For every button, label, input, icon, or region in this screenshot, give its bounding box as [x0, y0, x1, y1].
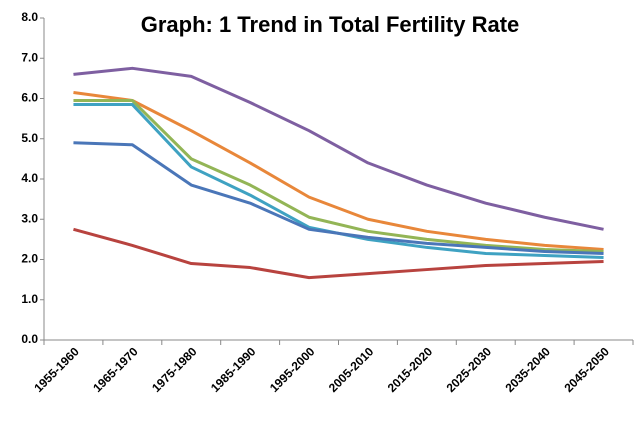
series-line [73, 99, 604, 253]
x-tick-label: 1965-1970 [90, 344, 141, 395]
y-tick-label: 6.0 [21, 91, 38, 105]
y-tick-label: 8.0 [21, 10, 38, 24]
x-tick-label: 2035-2040 [503, 344, 554, 395]
y-tick-label: 4.0 [21, 171, 38, 185]
x-tick-label: 1975-1980 [149, 344, 200, 395]
x-tick-label: 2015-2020 [385, 344, 436, 395]
y-tick-label: 2.0 [21, 252, 38, 266]
x-tick-label: 2045-2050 [561, 344, 612, 395]
series-line [73, 90, 604, 251]
x-tick-label: 2005-2010 [326, 344, 377, 395]
y-tick-label: 5.0 [21, 131, 38, 145]
series-line [73, 227, 604, 280]
x-tick-label: 1955-1960 [31, 344, 82, 395]
series-line [73, 141, 604, 255]
y-tick-label: 1.0 [21, 292, 38, 306]
x-tick-label: 1995-2000 [267, 344, 318, 395]
chart-title: Graph: 1 Trend in Total Fertility Rate [141, 12, 520, 37]
x-tick-label: 2025-2030 [444, 344, 495, 395]
y-tick-label: 3.0 [21, 211, 38, 225]
series-line [73, 66, 604, 231]
x-tick-label: 1985-1990 [208, 344, 259, 395]
y-tick-label: 7.0 [21, 50, 38, 64]
y-tick-label: 0.0 [21, 332, 38, 346]
